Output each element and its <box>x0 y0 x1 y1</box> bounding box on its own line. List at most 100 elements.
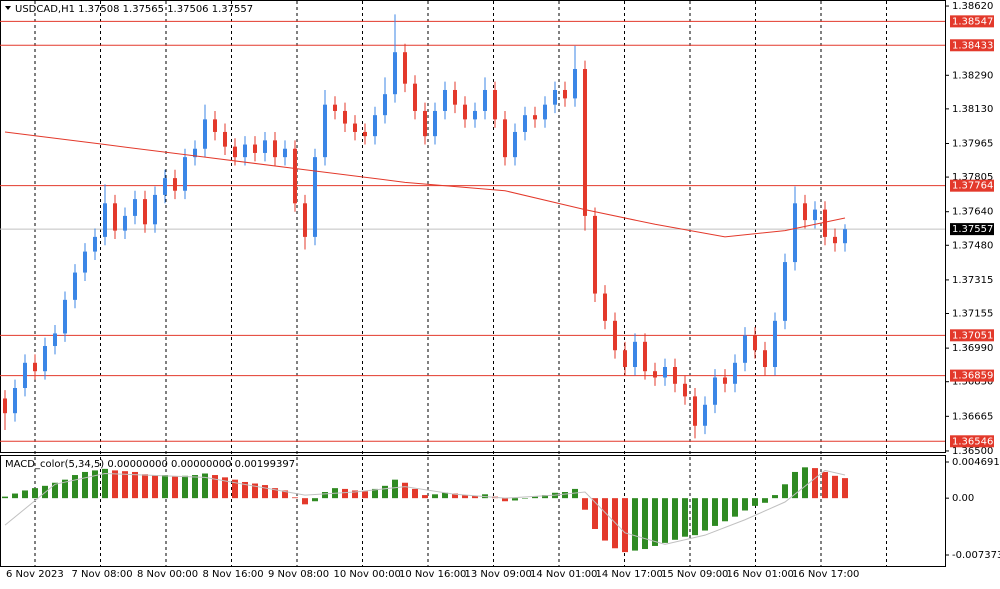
macd-bar <box>32 488 38 499</box>
macd-bar <box>842 478 848 499</box>
candle-body <box>603 293 607 321</box>
y-tick-label: 1.36830 <box>952 377 993 388</box>
macd-bar <box>92 470 98 499</box>
candle-body <box>773 320 777 368</box>
y-tick-label: 1.36990 <box>952 343 993 354</box>
candle-body <box>453 89 457 105</box>
x-tick-label: 16 Nov 01:00 <box>727 569 794 580</box>
macd-bar <box>532 496 538 499</box>
macd-bar <box>242 481 248 499</box>
candle-body <box>573 68 577 99</box>
level-label: 1.37764 <box>952 181 993 192</box>
candle-body <box>333 104 337 111</box>
candle-body <box>123 215 127 231</box>
candle-body <box>93 236 97 252</box>
x-tick-label: 10 Nov 00:00 <box>334 569 401 580</box>
candle-body <box>363 131 367 137</box>
macd-bar <box>372 488 378 499</box>
candle-body <box>803 203 807 221</box>
macd-bar <box>362 491 368 499</box>
macd-bar <box>52 482 58 499</box>
candle-body <box>63 299 67 334</box>
candle-body <box>243 144 247 158</box>
candle-body <box>33 362 37 372</box>
candle-body <box>553 89 557 105</box>
candle-body <box>263 140 267 153</box>
macd-bar <box>802 467 808 499</box>
macd-bar <box>462 495 468 499</box>
y-tick-label: 1.36665 <box>952 411 993 422</box>
macd-bar <box>252 483 258 499</box>
macd-bar <box>232 479 238 499</box>
macd-bar <box>272 488 278 499</box>
candle-body <box>733 362 737 384</box>
candle-body <box>523 115 527 132</box>
level-label: 1.36859 <box>952 371 993 382</box>
macd-bar <box>192 475 198 499</box>
macd-bar <box>502 498 508 502</box>
macd-bar <box>402 482 408 499</box>
macd-bar <box>692 498 698 536</box>
candle-body <box>463 104 467 120</box>
macd-bar <box>292 497 298 499</box>
macd-bar <box>432 494 438 499</box>
macd-bar <box>452 493 458 499</box>
macd-bar <box>132 471 138 499</box>
macd-bar <box>662 498 668 543</box>
candle-body <box>433 110 437 137</box>
macd-bar <box>562 491 568 499</box>
candle-body <box>813 209 817 221</box>
macd-bar <box>222 477 228 499</box>
y-tick-label: 1.37965 <box>952 138 993 149</box>
macd-bar <box>212 475 218 499</box>
macd-bar <box>602 498 608 541</box>
macd-bar <box>442 492 448 499</box>
macd-bar <box>2 496 8 499</box>
macd-bar <box>632 498 638 551</box>
candle-body <box>163 178 167 195</box>
candle-body <box>173 178 177 191</box>
level-label-bg <box>950 435 994 448</box>
x-tick-label: 8 Nov 16:00 <box>203 569 264 580</box>
y-tick-label: 0.00 <box>952 493 974 504</box>
menu-arrow[interactable] <box>5 6 11 10</box>
candle-body <box>413 83 417 111</box>
macd-bar <box>522 498 528 499</box>
macd-bar <box>702 498 708 531</box>
candle-body <box>223 131 227 147</box>
macd-bar <box>282 490 288 499</box>
candle-body <box>633 341 637 368</box>
macd-bar <box>792 471 798 499</box>
macd-bar <box>422 495 428 499</box>
macd-bar <box>392 479 398 499</box>
candle-body <box>23 362 27 388</box>
candle-body <box>743 335 747 363</box>
macd-bar <box>162 475 168 499</box>
candle-body <box>13 387 17 414</box>
candle-body <box>183 157 187 191</box>
macd-bar <box>382 485 388 499</box>
y-tick-label: 1.37640 <box>952 207 993 218</box>
macd-bar <box>302 498 308 505</box>
chart-title: USDCAD,H1 1.37508 1.37565 1.37506 1.3755… <box>15 4 253 15</box>
candle-body <box>473 110 477 120</box>
macd-bar <box>812 468 818 499</box>
candle-body <box>283 148 287 158</box>
level-label: 1.38547 <box>952 16 993 27</box>
macd-bar <box>592 498 598 529</box>
y-tick-label: 1.38290 <box>952 70 993 81</box>
y-tick-label: 1.38620 <box>952 1 993 12</box>
macd-bar <box>142 474 148 499</box>
candle-body <box>133 199 137 216</box>
candle-body <box>653 371 657 378</box>
macd-bar <box>512 498 518 501</box>
candle-body <box>713 377 717 405</box>
candle-body <box>233 146 237 158</box>
level-label-bg <box>950 329 994 342</box>
macd-bar <box>652 498 658 546</box>
macd-bar <box>322 491 328 499</box>
x-tick-label: 15 Nov 09:00 <box>661 569 728 580</box>
last-price-bg <box>950 223 994 236</box>
